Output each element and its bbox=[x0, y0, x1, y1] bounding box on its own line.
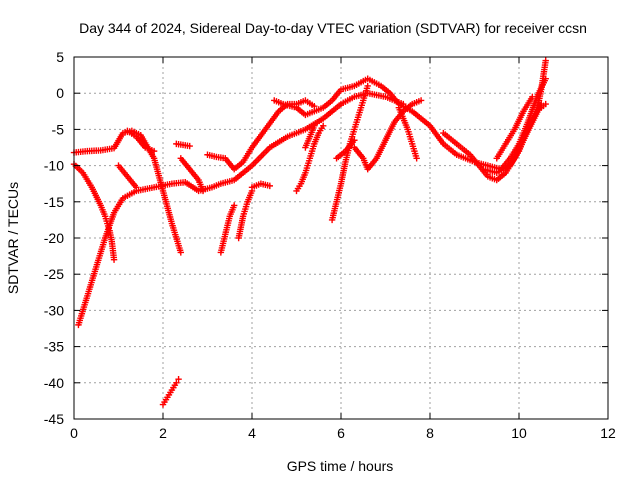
series-arc-17 bbox=[333, 137, 358, 162]
y-tick-label: -20 bbox=[44, 230, 64, 246]
series-arc-8 bbox=[177, 155, 207, 195]
data-point bbox=[417, 97, 425, 104]
series-arc-18 bbox=[351, 97, 425, 173]
x-tick-label: 10 bbox=[511, 425, 527, 441]
y-tick-label: -10 bbox=[44, 158, 64, 174]
y-tick-label: 5 bbox=[56, 49, 64, 65]
series-arc-1 bbox=[70, 127, 184, 256]
series-arc-5 bbox=[124, 127, 158, 155]
series-arc-15 bbox=[302, 122, 318, 151]
series-arc-3 bbox=[75, 90, 407, 329]
data-point bbox=[351, 137, 358, 144]
x-tick-label: 0 bbox=[70, 425, 78, 441]
grid-layer bbox=[74, 57, 608, 419]
y-tick-label: -5 bbox=[52, 121, 65, 137]
x-axis-title: GPS time / hours bbox=[287, 458, 394, 474]
ticks-layer: 0 2 4 6 8 10 12 5 0 -5 -10 -15 -20 -25 -30 -35 -40 -45 bbox=[44, 49, 616, 441]
data-point bbox=[231, 202, 238, 209]
chart-title: Day 344 of 2024, Sidereal Day-to-day VTE… bbox=[79, 20, 587, 36]
series-arc-4 bbox=[115, 162, 140, 191]
data-point bbox=[266, 182, 273, 190]
series-arc-19 bbox=[395, 104, 420, 162]
x-tick-label: 8 bbox=[426, 425, 434, 441]
data-point bbox=[311, 122, 318, 129]
data-point bbox=[133, 184, 140, 191]
y-tick-label: -25 bbox=[44, 266, 64, 282]
series-arc-6 bbox=[159, 375, 182, 408]
series-arc-11 bbox=[235, 187, 256, 242]
series-arc-2 bbox=[70, 160, 118, 263]
y-tick-label: -40 bbox=[44, 375, 64, 391]
data-point bbox=[413, 155, 420, 162]
y-tick-label: 0 bbox=[56, 85, 64, 101]
data-point bbox=[175, 375, 182, 383]
data-point bbox=[110, 256, 118, 263]
series-arc-21 bbox=[480, 57, 549, 177]
y-axis-title: SDTVAR / TECUs bbox=[5, 182, 21, 294]
marks-layer bbox=[70, 57, 549, 408]
data-point bbox=[542, 57, 549, 64]
data-point bbox=[364, 82, 371, 90]
data-point bbox=[199, 187, 207, 195]
series-arc-7 bbox=[173, 140, 193, 150]
x-tick-label: 12 bbox=[600, 425, 616, 441]
x-tick-label: 4 bbox=[248, 425, 256, 441]
y-tick-label: -45 bbox=[44, 411, 64, 427]
series-arc-22 bbox=[493, 93, 536, 162]
x-tick-label: 2 bbox=[159, 425, 167, 441]
data-point bbox=[542, 100, 549, 108]
series-arc-23 bbox=[533, 100, 549, 115]
series-arc-10 bbox=[217, 202, 238, 256]
x-tick-label: 6 bbox=[337, 425, 345, 441]
y-tick-label: -30 bbox=[44, 302, 64, 318]
series-arc-12 bbox=[248, 180, 273, 191]
data-point bbox=[150, 147, 158, 155]
data-point bbox=[173, 379, 180, 386]
data-point bbox=[529, 93, 536, 101]
data-point bbox=[186, 142, 193, 150]
data-point bbox=[320, 122, 327, 129]
series-arc-16 bbox=[328, 82, 371, 224]
y-tick-label: -15 bbox=[44, 194, 64, 210]
data-point bbox=[177, 249, 184, 256]
series-arc-14 bbox=[293, 122, 327, 195]
y-tick-label: -35 bbox=[44, 339, 64, 355]
